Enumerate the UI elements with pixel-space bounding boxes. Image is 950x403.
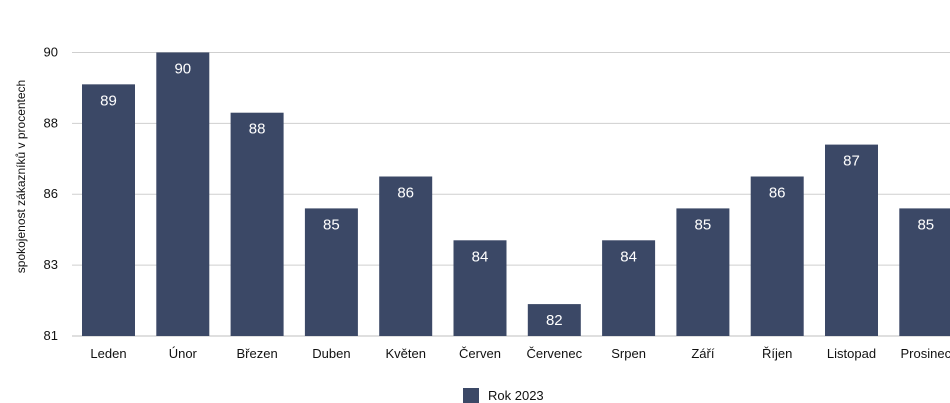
bar-value-label: 86: [769, 185, 786, 202]
bar-value-label: 87: [843, 153, 860, 170]
x-category-label: Listopad: [827, 346, 876, 361]
bar-value-label: 84: [472, 248, 489, 265]
y-axis-title: spokojenost zákazníků v procentech: [14, 80, 28, 273]
bar: [453, 240, 507, 336]
x-category-label: Září: [691, 346, 715, 361]
x-category-label: Prosinec: [901, 346, 950, 361]
bar-value-label: 84: [620, 248, 637, 265]
bar-value-label: 86: [397, 185, 414, 202]
x-category-label: Červenec: [526, 346, 582, 361]
bar: [676, 208, 730, 336]
bars: 89 90 88 85 86 84 82 84 85 86 87 85: [82, 52, 950, 336]
y-axis-ticks: 81 83 86 88 90: [44, 44, 58, 343]
x-axis-categories: Leden Únor Březen Duben Květen Červen Červenec…: [90, 346, 950, 361]
bar: [527, 304, 581, 336]
bar: [304, 208, 358, 336]
bar-value-label: 85: [323, 216, 340, 233]
bar: [230, 112, 284, 336]
bar-value-label: 85: [695, 216, 712, 233]
bar: [899, 208, 950, 336]
bar-value-label: 85: [917, 216, 934, 233]
y-tick-label: 86: [44, 186, 58, 201]
x-category-label: Březen: [236, 346, 277, 361]
bar: [82, 84, 135, 336]
legend-swatch: [463, 388, 479, 403]
y-tick-label: 83: [44, 257, 58, 272]
x-category-label: Květen: [385, 346, 425, 361]
bar: [750, 176, 804, 336]
x-category-label: Leden: [90, 346, 126, 361]
y-tick-label: 81: [44, 328, 58, 343]
x-category-label: Říjen: [762, 346, 792, 361]
x-category-label: Červen: [459, 346, 501, 361]
bar: [156, 52, 210, 336]
bar: [379, 176, 433, 336]
y-tick-label: 90: [44, 44, 58, 59]
bar-value-label: 90: [174, 60, 191, 77]
bar-value-label: 88: [249, 121, 266, 138]
bar-value-label: 89: [100, 92, 117, 109]
x-category-label: Srpen: [611, 346, 646, 361]
legend-label: Rok 2023: [488, 388, 544, 403]
y-tick-label: 88: [44, 115, 58, 130]
x-category-label: Únor: [169, 346, 198, 361]
x-category-label: Duben: [312, 346, 350, 361]
bar: [825, 144, 878, 336]
bar-value-label: 82: [546, 312, 563, 329]
bar: [602, 240, 656, 336]
legend: Rok 2023: [463, 388, 544, 403]
